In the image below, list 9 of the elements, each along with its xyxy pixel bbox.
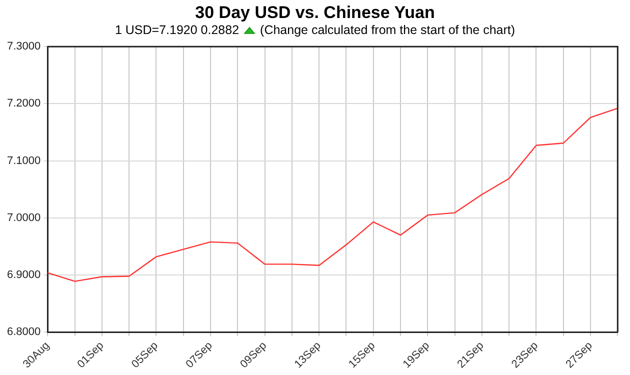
y-tick-label: 7.0000 [6,212,41,224]
y-tick-label: 7.2000 [6,98,41,110]
y-tick-label: 6.9000 [6,269,41,282]
text: (Change calculated from the start of the chart) [260,23,516,37]
chart-title: 30 Day USD vs. Chinese Yuan [194,3,436,23]
y-tick-label: 7.1000 [6,154,41,167]
chart-subtitle: 1 USD=7.1920 0.2882 [114,23,240,37]
y-tick-label: 7.3000 [6,40,41,53]
y-tick-label: 6.8000 [6,326,41,338]
